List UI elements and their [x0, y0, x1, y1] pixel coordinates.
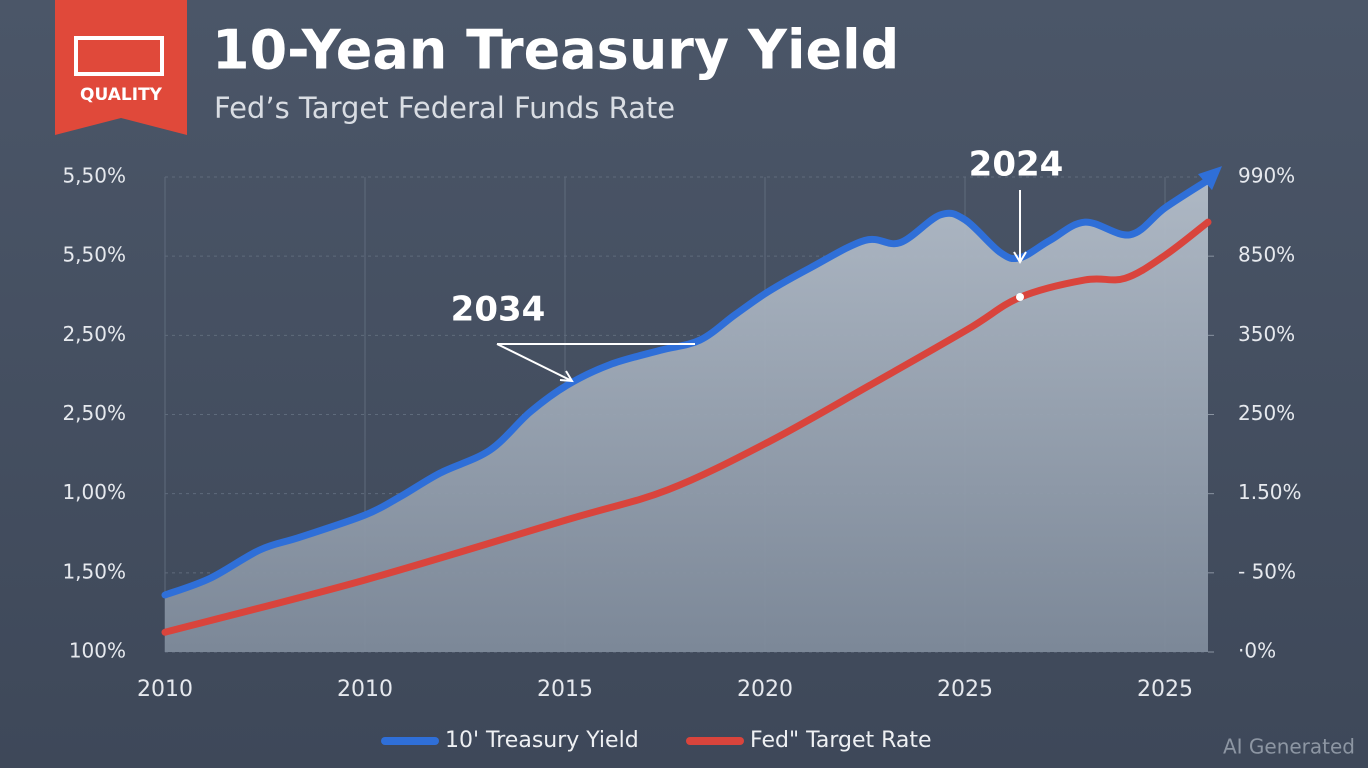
annotation-arrow — [1013, 190, 1027, 264]
y2-tick-label: ·0% — [1238, 639, 1276, 663]
watermark: AI Generated — [1223, 735, 1355, 759]
y-tick-label: 5,50% — [62, 243, 126, 267]
x-tick-label: 2020 — [737, 677, 793, 702]
x-tick-label: 2025 — [937, 677, 993, 702]
y2-tick-label: 990% — [1238, 164, 1295, 188]
legend-label: Fed" Target Rate — [750, 728, 932, 753]
y2-tick-label: 250% — [1238, 401, 1295, 425]
area — [165, 180, 1208, 652]
line-arrowhead — [1198, 166, 1222, 191]
annotation: 2024 — [969, 145, 1064, 185]
line — [161, 218, 1212, 636]
y2-tick-label: 850% — [1238, 243, 1295, 267]
y-tick-label: 100% — [69, 639, 126, 663]
y-tick-label: 1,00% — [62, 480, 126, 504]
y2-tick-label: - 50% — [1238, 559, 1296, 583]
line — [161, 176, 1212, 599]
y-tick-label: 2,50% — [62, 322, 126, 346]
annotation-dot — [1016, 293, 1024, 301]
chart-title: 10-Yean Treasury Yield — [212, 19, 899, 82]
badge-icon — [74, 36, 164, 76]
y2-tick-label: 1.50% — [1238, 480, 1302, 504]
x-tick-label: 2015 — [537, 677, 593, 702]
x-tick-label: 2010 — [337, 677, 393, 702]
legend-label: 10' Treasury Yield — [445, 728, 639, 753]
chart-subtitle: Fed’s Target Federal Funds Rate — [214, 91, 675, 125]
x-tick-label: 2025 — [1137, 677, 1193, 702]
y-tick-label: 1,50% — [62, 559, 126, 583]
y2-tick-label: 350% — [1238, 322, 1295, 346]
annotation-arrow — [496, 343, 695, 383]
y-tick-label: 2,50% — [62, 401, 126, 425]
badge — [55, 0, 187, 135]
annotation: 2034 — [451, 290, 546, 330]
badge-text: QUALITY — [80, 85, 163, 105]
x-tick-label: 2010 — [137, 677, 193, 702]
y-tick-label: 5,50% — [62, 164, 126, 188]
